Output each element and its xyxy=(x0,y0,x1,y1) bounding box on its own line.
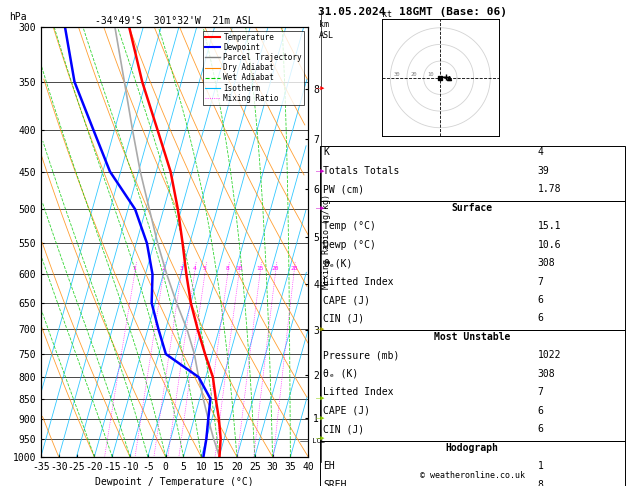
Text: 1022: 1022 xyxy=(538,350,561,361)
Text: Temp (°C): Temp (°C) xyxy=(323,221,376,231)
Text: —▶: —▶ xyxy=(316,396,325,402)
Text: 30: 30 xyxy=(394,72,400,77)
Text: PW (cm): PW (cm) xyxy=(323,184,364,194)
Text: 20: 20 xyxy=(272,266,279,271)
Text: 10: 10 xyxy=(235,266,243,271)
Text: 7: 7 xyxy=(538,277,543,287)
Text: 6: 6 xyxy=(538,295,543,305)
Text: Totals Totals: Totals Totals xyxy=(323,166,399,176)
Text: EH: EH xyxy=(323,461,335,471)
Text: Dewp (°C): Dewp (°C) xyxy=(323,240,376,250)
Y-axis label: Mixing Ratio (g/kg): Mixing Ratio (g/kg) xyxy=(321,194,331,289)
Text: 39: 39 xyxy=(538,166,550,176)
Text: hPa: hPa xyxy=(9,13,26,22)
Text: LCL: LCL xyxy=(308,438,325,444)
Text: 308: 308 xyxy=(538,369,555,379)
Text: θₑ(K): θₑ(K) xyxy=(323,258,353,268)
Text: SREH: SREH xyxy=(323,480,347,486)
Text: © weatheronline.co.uk: © weatheronline.co.uk xyxy=(420,471,525,480)
Text: 8: 8 xyxy=(538,480,543,486)
Text: Most Unstable: Most Unstable xyxy=(434,332,510,342)
Text: 4: 4 xyxy=(192,266,196,271)
Text: Surface: Surface xyxy=(452,203,493,213)
Text: 15.1: 15.1 xyxy=(538,221,561,231)
Text: 7: 7 xyxy=(538,387,543,398)
X-axis label: Dewpoint / Temperature (°C): Dewpoint / Temperature (°C) xyxy=(95,477,254,486)
Text: Lifted Index: Lifted Index xyxy=(323,387,394,398)
Text: 5: 5 xyxy=(203,266,207,271)
Text: 308: 308 xyxy=(538,258,555,268)
Text: 10: 10 xyxy=(427,72,433,77)
Text: Hodograph: Hodograph xyxy=(445,443,499,453)
Text: 6: 6 xyxy=(538,406,543,416)
Text: 1.78: 1.78 xyxy=(538,184,561,194)
Text: Lifted Index: Lifted Index xyxy=(323,277,394,287)
Text: Pressure (mb): Pressure (mb) xyxy=(323,350,399,361)
Text: 8: 8 xyxy=(226,266,230,271)
Text: —▶: —▶ xyxy=(316,169,325,174)
Text: CAPE (J): CAPE (J) xyxy=(323,406,370,416)
Text: 6: 6 xyxy=(538,313,543,324)
Text: 1: 1 xyxy=(538,461,543,471)
Text: 20: 20 xyxy=(410,72,417,77)
Text: 28: 28 xyxy=(290,266,298,271)
Text: km
ASL: km ASL xyxy=(319,20,334,40)
Text: CAPE (J): CAPE (J) xyxy=(323,295,370,305)
Text: θₑ (K): θₑ (K) xyxy=(323,369,359,379)
Text: 6: 6 xyxy=(538,424,543,434)
Text: CIN (J): CIN (J) xyxy=(323,313,364,324)
Text: 4: 4 xyxy=(538,147,543,157)
Text: 10.6: 10.6 xyxy=(538,240,561,250)
Text: —▶: —▶ xyxy=(316,416,325,422)
Title: -34°49'S  301°32'W  21m ASL: -34°49'S 301°32'W 21m ASL xyxy=(95,16,254,26)
Text: 15: 15 xyxy=(256,266,264,271)
Text: —▶: —▶ xyxy=(316,86,325,92)
Text: kt: kt xyxy=(382,10,392,19)
Text: 3: 3 xyxy=(179,266,183,271)
Text: 1: 1 xyxy=(133,266,136,271)
Text: —▶: —▶ xyxy=(316,435,325,441)
Text: —▶: —▶ xyxy=(316,327,325,332)
Text: 31.05.2024  18GMT (Base: 06): 31.05.2024 18GMT (Base: 06) xyxy=(318,7,506,17)
Text: 2: 2 xyxy=(162,266,165,271)
Text: CIN (J): CIN (J) xyxy=(323,424,364,434)
Legend: Temperature, Dewpoint, Parcel Trajectory, Dry Adiabat, Wet Adiabat, Isotherm, Mi: Temperature, Dewpoint, Parcel Trajectory… xyxy=(203,31,304,105)
Text: —▶: —▶ xyxy=(316,206,325,212)
Text: K: K xyxy=(323,147,329,157)
